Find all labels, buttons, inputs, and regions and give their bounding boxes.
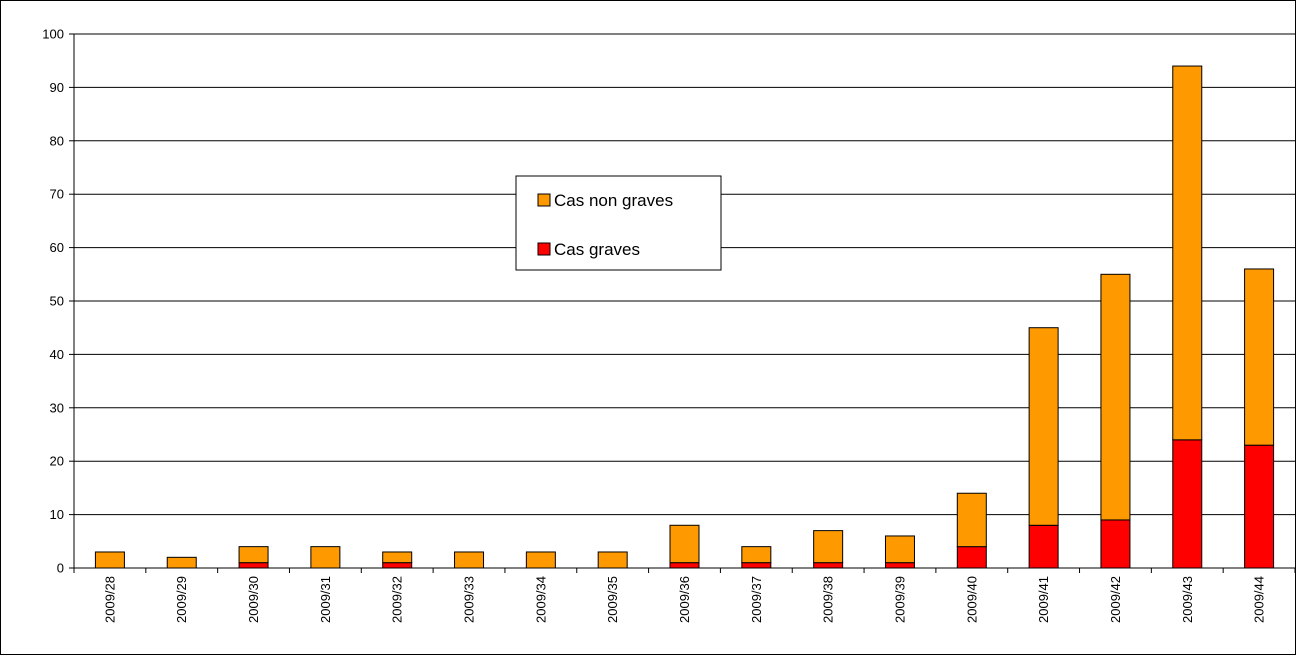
- bar-segment-cas-graves: [382, 562, 413, 569]
- bar-segment-cas-non-graves: [669, 524, 700, 564]
- bar-segment-cas-graves: [1028, 524, 1059, 569]
- bar-segment-cas-graves: [1100, 519, 1131, 569]
- x-tick-label: 2009/41: [1036, 576, 1051, 623]
- y-tick-label: 100: [42, 27, 64, 42]
- bar-segment-cas-non-graves: [454, 551, 485, 569]
- y-tick-label: 90: [50, 80, 64, 95]
- bar-segment-cas-non-graves: [1028, 327, 1059, 526]
- bar-segment-cas-non-graves: [382, 551, 413, 564]
- y-tick-label: 20: [50, 454, 64, 469]
- bar-segment-cas-non-graves: [166, 556, 197, 569]
- y-tick-label: 30: [50, 400, 64, 415]
- bar-segment-cas-non-graves: [884, 535, 915, 564]
- x-tick-label: 2009/35: [605, 576, 620, 623]
- legend-label: Cas graves: [554, 240, 640, 259]
- x-tick-label: 2009/40: [964, 576, 979, 623]
- bar-segment-cas-non-graves: [238, 546, 269, 564]
- bar-segment-cas-graves: [669, 562, 700, 569]
- x-axis-tick-labels: 2009/28 2009/29 2009/30 2009/31 2009/32 2009/…: [73, 568, 1295, 623]
- bar-segment-cas-non-graves: [310, 546, 341, 569]
- bar-segment-cas-non-graves: [741, 546, 772, 564]
- x-tick-label: 2009/39: [892, 576, 907, 623]
- y-tick-label: 40: [50, 347, 64, 362]
- y-tick-label: 70: [50, 187, 64, 202]
- y-tick-label: 60: [50, 240, 64, 255]
- x-tick-label: 2009/38: [821, 576, 836, 623]
- x-tick-label: 2009/44: [1252, 576, 1267, 623]
- x-tick-label: 2009/28: [102, 576, 117, 623]
- bar-segment-cas-graves: [238, 562, 269, 569]
- legend: Cas non graves Cas graves: [515, 175, 722, 271]
- x-tick-label: 2009/33: [462, 576, 477, 623]
- bar-segment-cas-graves: [956, 546, 987, 569]
- bar-segment-cas-non-graves: [813, 530, 844, 564]
- legend-label: Cas non graves: [554, 191, 673, 210]
- bar-segment-cas-non-graves: [525, 551, 556, 569]
- bar-segment-cas-graves: [813, 562, 844, 569]
- x-tick-label: 2009/31: [318, 576, 333, 623]
- y-tick-label: 50: [50, 294, 64, 309]
- x-tick-label: 2009/30: [246, 576, 261, 623]
- x-tick-label: 2009/32: [390, 576, 405, 623]
- bars: [94, 65, 1275, 569]
- bar-segment-cas-non-graves: [956, 492, 987, 548]
- x-tick-label: 2009/37: [749, 576, 764, 623]
- legend-swatch: [537, 193, 551, 207]
- bar-segment-cas-graves: [741, 562, 772, 569]
- y-tick-label: 80: [50, 133, 64, 148]
- y-tick-label: 0: [57, 561, 64, 576]
- bar-segment-cas-non-graves: [1244, 268, 1275, 446]
- legend-swatch: [537, 242, 551, 256]
- x-tick-label: 2009/43: [1180, 576, 1195, 623]
- bar-segment-cas-graves: [1172, 439, 1203, 569]
- x-tick-label: 2009/42: [1108, 576, 1123, 623]
- y-axis-tick-labels: 0 10 20 30 40 50 60 70 80 90 100: [42, 27, 74, 576]
- x-tick-label: 2009/29: [174, 576, 189, 623]
- bar-segment-cas-graves: [884, 562, 915, 569]
- axes: [73, 34, 1295, 569]
- bar-segment-cas-non-graves: [1172, 65, 1203, 441]
- x-tick-label: 2009/36: [677, 576, 692, 623]
- bar-segment-cas-non-graves: [597, 551, 628, 569]
- bar-segment-cas-non-graves: [1100, 273, 1131, 521]
- bar-segment-cas-graves: [1244, 444, 1275, 569]
- y-tick-label: 10: [50, 507, 64, 522]
- bar-segment-cas-non-graves: [94, 551, 125, 569]
- x-tick-label: 2009/34: [533, 576, 548, 623]
